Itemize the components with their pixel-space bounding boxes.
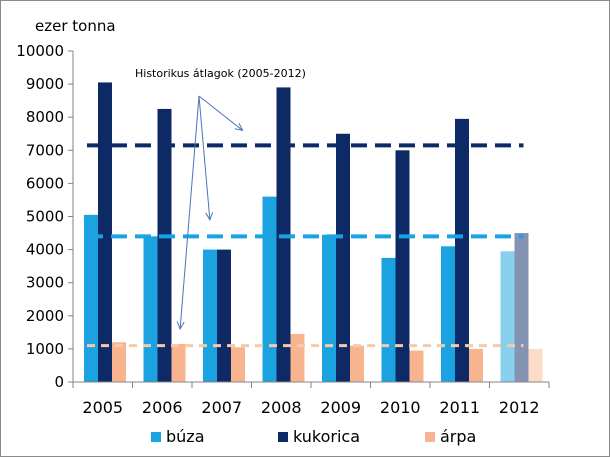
- bar: [350, 345, 364, 382]
- annotation-arrow-head: [234, 123, 244, 132]
- bar: [409, 350, 424, 382]
- bar: [112, 342, 126, 382]
- y-tick-label: 1000: [26, 340, 64, 358]
- legend: búza kukorica árpa: [151, 427, 476, 446]
- bar: [322, 234, 336, 382]
- legend-label: kukorica: [293, 427, 360, 446]
- y-axis-unit-label: ezer tonna: [35, 17, 116, 35]
- bar: [455, 118, 469, 382]
- legend-swatch: [425, 432, 435, 442]
- bar: [395, 150, 410, 382]
- x-tick-label: 2008: [261, 398, 302, 417]
- bar: [84, 214, 98, 382]
- bar: [203, 249, 217, 382]
- bar: [143, 236, 158, 382]
- y-tick-label: 3000: [26, 274, 64, 292]
- bar: [157, 108, 172, 383]
- bar: [171, 343, 186, 382]
- x-tick-label: 2006: [142, 398, 183, 417]
- y-tick-label: 10000: [16, 42, 64, 60]
- y-tick-labels: 0 1000 2000 3000 4000 5000 6000 7000 8000 9000 100…: [16, 42, 64, 391]
- y-tick-label: 0: [54, 373, 64, 391]
- x-tick-label: 2005: [82, 398, 123, 417]
- annotation-arrow-head: [205, 212, 214, 221]
- y-tick-label: 9000: [26, 75, 64, 93]
- bar: [441, 246, 455, 382]
- y-tick-label: 2000: [26, 307, 64, 325]
- bar: [262, 196, 277, 382]
- annotation-text: Historikus átlagok (2005-2012): [135, 67, 306, 80]
- bar: [290, 334, 305, 382]
- annotation-arrow: [198, 95, 211, 220]
- bar: [217, 249, 231, 382]
- x-tick-label: 2011: [439, 398, 480, 417]
- annotation-layer: Historikus átlagok (2005-2012): [135, 67, 306, 331]
- legend-swatch: [278, 432, 288, 442]
- x-tick-label: 2009: [320, 398, 361, 417]
- bar: [336, 133, 350, 382]
- x-tick-labels: 2005 2006 2007 2008 2009 2010 2011 2012: [82, 398, 539, 417]
- legend-label: búza: [166, 427, 205, 446]
- y-tick-label: 5000: [26, 208, 64, 226]
- annotation-arrow: [179, 95, 200, 330]
- y-tick-label: 4000: [26, 241, 64, 259]
- bars-layer: [84, 82, 543, 383]
- y-tick-label: 7000: [26, 141, 64, 159]
- y-tick-label: 6000: [26, 174, 64, 192]
- annotation-arrow: [198, 95, 243, 131]
- annotation-arrow-head: [176, 321, 185, 331]
- axes-layer: [68, 50, 550, 388]
- x-tick-label: 2010: [380, 398, 421, 417]
- x-tick-label: 2007: [201, 398, 242, 417]
- averages-layer: [87, 143, 524, 348]
- bar: [381, 257, 396, 382]
- bar: [514, 233, 529, 382]
- legend-label: árpa: [440, 427, 476, 446]
- x-tick-label: 2012: [499, 398, 540, 417]
- bar: [528, 348, 543, 382]
- bar: [98, 82, 112, 382]
- bar: [500, 251, 515, 382]
- bar: [469, 348, 483, 382]
- legend-swatch: [151, 432, 161, 442]
- bar: [231, 347, 245, 382]
- y-tick-label: 8000: [26, 108, 64, 126]
